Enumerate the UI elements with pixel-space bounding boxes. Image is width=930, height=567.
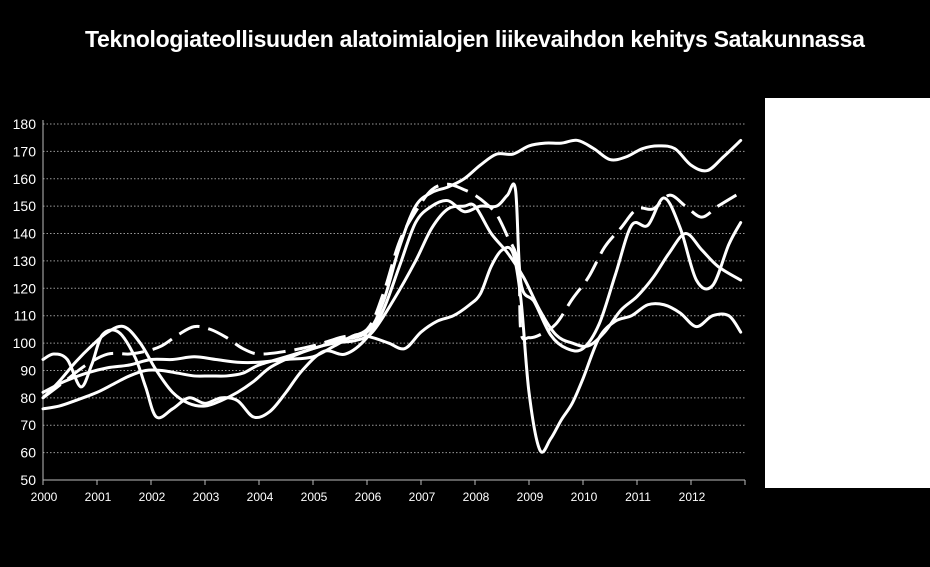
x-tick-label: 2007 bbox=[409, 490, 436, 504]
series-line-3 bbox=[41, 182, 743, 420]
y-tick-label: 120 bbox=[13, 280, 37, 296]
x-tick-label: 2011 bbox=[625, 490, 651, 504]
y-axis-tick-labels: 50 60 70 80 90 100 110 120 130 140 150 160 170 180 bbox=[13, 116, 37, 488]
x-tick-label: 2008 bbox=[463, 490, 490, 504]
y-tick-label: 150 bbox=[13, 198, 37, 214]
gridlines bbox=[43, 123, 745, 454]
series-line-4 bbox=[41, 245, 743, 454]
legend-box bbox=[765, 98, 930, 488]
y-tick-label: 70 bbox=[20, 417, 36, 433]
y-tick-label: 180 bbox=[13, 116, 37, 132]
x-tick-label: 2006 bbox=[355, 490, 382, 504]
x-tick-label: 2001 bbox=[85, 490, 112, 504]
y-tick-label: 140 bbox=[13, 226, 37, 242]
y-tick-label: 50 bbox=[20, 472, 36, 488]
x-tick-label: 2003 bbox=[193, 490, 220, 504]
x-tick-label: 2002 bbox=[139, 490, 166, 504]
x-tick-label: 2000 bbox=[31, 490, 58, 504]
y-tick-label: 110 bbox=[14, 308, 37, 324]
series-line-5 bbox=[42, 182, 742, 400]
axes bbox=[42, 120, 746, 485]
y-tick-label: 80 bbox=[20, 390, 36, 406]
series-line-1 bbox=[41, 138, 743, 411]
x-tick-label: 2010 bbox=[571, 490, 598, 504]
series-lines bbox=[41, 138, 743, 454]
x-tick-label: 2012 bbox=[679, 490, 706, 504]
chart-title: Teknologiateollisuuden alatoimialojen li… bbox=[85, 26, 865, 52]
y-tick-label: 130 bbox=[13, 253, 37, 269]
x-tick-label: 2009 bbox=[517, 490, 544, 504]
y-tick-label: 60 bbox=[20, 445, 36, 461]
y-tick-label: 160 bbox=[13, 171, 37, 187]
y-tick-label: 100 bbox=[13, 335, 37, 351]
x-tick-label: 2005 bbox=[301, 490, 328, 504]
y-tick-label: 170 bbox=[13, 143, 37, 159]
x-axis-tick-labels: 2000 2001 2002 2003 2004 2005 2006 2007 2008 2009… bbox=[31, 490, 706, 504]
x-tick-label: 2004 bbox=[247, 490, 274, 504]
series-line-2 bbox=[41, 202, 743, 408]
y-tick-label: 90 bbox=[20, 362, 36, 378]
